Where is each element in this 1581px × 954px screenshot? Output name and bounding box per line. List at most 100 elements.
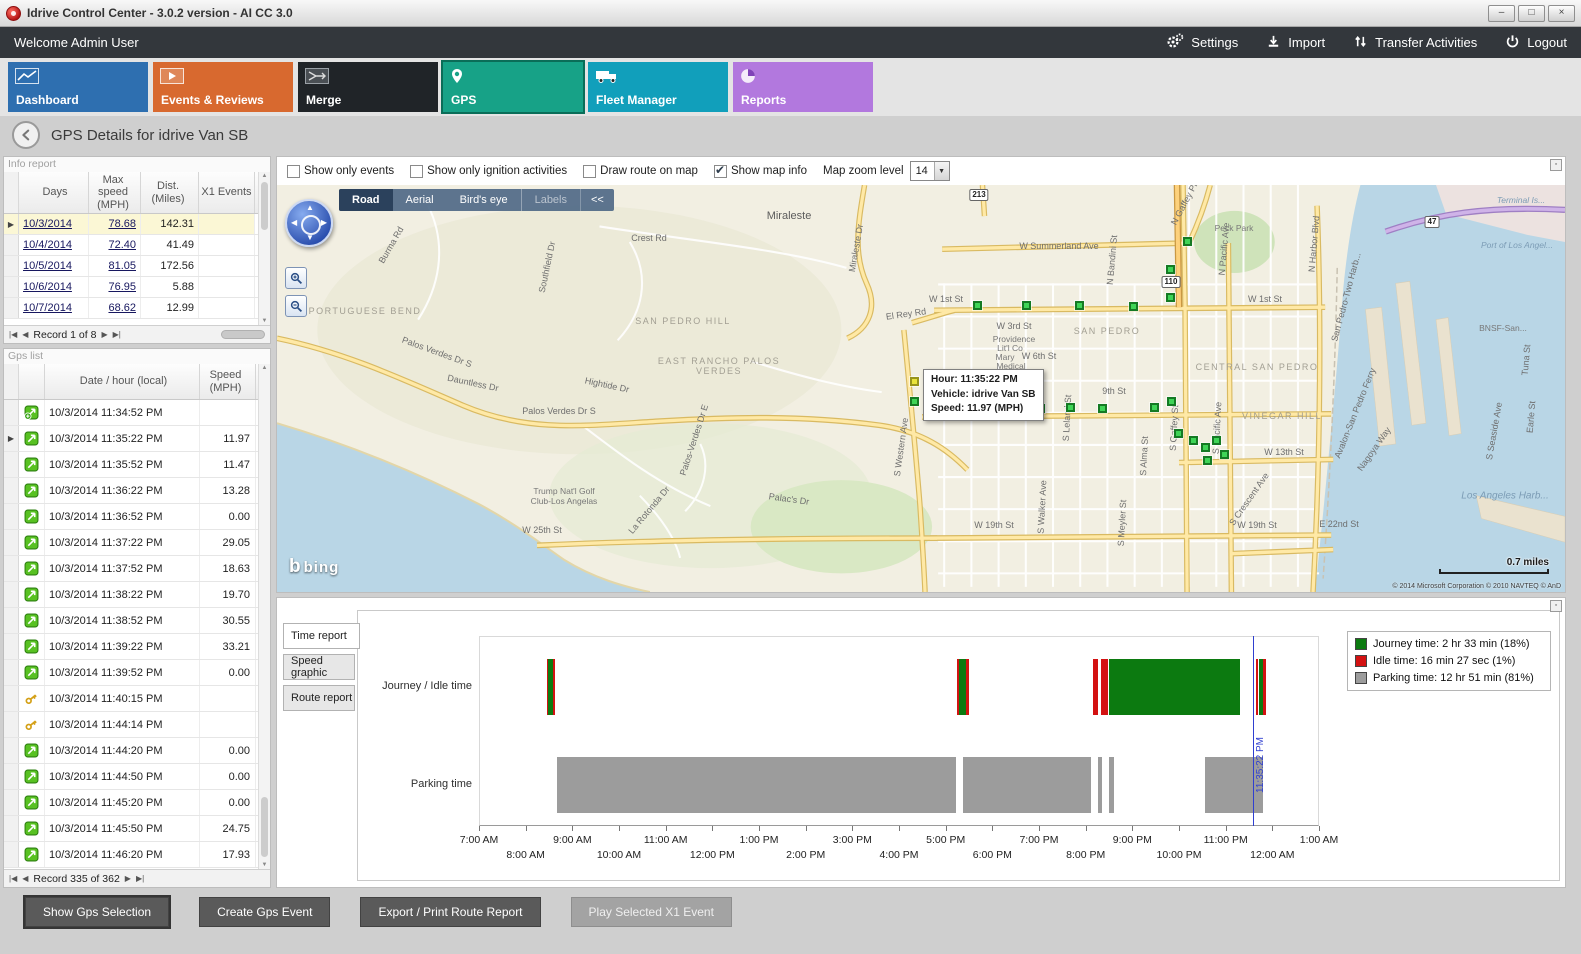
info-report-row[interactable]: 10/6/2014 76.95 5.88: [4, 277, 270, 298]
minimize-button[interactable]: –: [1488, 4, 1515, 22]
create-gps-event-button[interactable]: Create Gps Event: [199, 897, 331, 927]
checkbox-show-only-ignition[interactable]: Show only ignition activities: [410, 164, 567, 178]
prev-record-button[interactable]: ◀: [22, 874, 29, 883]
max-speed-link[interactable]: 72.40: [108, 239, 136, 251]
back-button[interactable]: [12, 121, 40, 149]
checkbox-show-only-events[interactable]: Show only events: [287, 164, 394, 178]
transfer-activities-button[interactable]: Transfer Activities: [1353, 34, 1477, 52]
map-marker[interactable]: [1150, 403, 1159, 412]
gps-list-row[interactable]: 10/3/2014 11:34:52 PM: [4, 400, 270, 426]
gps-list-scrollbar[interactable]: ▲ ▼: [258, 364, 270, 869]
map-marker[interactable]: [1189, 436, 1198, 445]
day-link[interactable]: 10/4/2014: [23, 239, 72, 251]
last-record-button[interactable]: ▶|: [135, 874, 145, 883]
tab-speed-graphic[interactable]: Speed graphic: [283, 654, 355, 680]
map-style-road[interactable]: Road: [339, 189, 393, 211]
gps-list-row[interactable]: 10/3/2014 11:39:22 PM 33.21: [4, 634, 270, 660]
map-style-birdseye[interactable]: Bird's eye: [459, 194, 508, 206]
map-marker[interactable]: [1201, 443, 1210, 452]
gps-list-row[interactable]: 10/3/2014 11:38:22 PM 19.70: [4, 582, 270, 608]
map-marker[interactable]: [1220, 450, 1229, 459]
gps-list-row[interactable]: 10/3/2014 11:44:50 PM 0.00: [4, 764, 270, 790]
map-marker[interactable]: [1183, 237, 1192, 246]
map-marker[interactable]: [1212, 436, 1221, 445]
max-speed-link[interactable]: 68.62: [108, 302, 136, 314]
collapse-panel-button[interactable]: ▫: [1550, 159, 1562, 171]
map-marker[interactable]: [1022, 301, 1031, 310]
gps-list-row[interactable]: 10/3/2014 11:39:52 PM 0.00: [4, 660, 270, 686]
logout-button[interactable]: Logout: [1505, 34, 1567, 52]
map-marker[interactable]: [1174, 429, 1183, 438]
map-compass-control[interactable]: ▲ ▼ ◀ ▶: [285, 199, 333, 247]
col-dist[interactable]: Dist. (Miles): [141, 172, 199, 213]
gps-list-row[interactable]: ▶ 10/3/2014 11:35:22 PM 11.97: [4, 426, 270, 452]
gps-list-row[interactable]: 10/3/2014 11:45:20 PM 0.00: [4, 790, 270, 816]
tab-dashboard[interactable]: Dashboard: [8, 62, 148, 112]
gps-list-row[interactable]: 10/3/2014 11:37:52 PM 18.63: [4, 556, 270, 582]
max-speed-link[interactable]: 81.05: [108, 260, 136, 272]
gps-list-row[interactable]: 10/3/2014 11:36:22 PM 13.28: [4, 478, 270, 504]
map-marker[interactable]: [1066, 403, 1075, 412]
day-link[interactable]: 10/5/2014: [23, 260, 72, 272]
collapse-panel-button[interactable]: ▫: [1550, 600, 1562, 612]
tab-route-report[interactable]: Route report: [283, 685, 355, 711]
show-gps-selection-button[interactable]: Show Gps Selection: [25, 897, 170, 927]
map-style-labels[interactable]: Labels: [520, 189, 580, 211]
info-report-row[interactable]: ▶ 10/3/2014 78.68 142.31: [4, 214, 270, 235]
gps-list-row[interactable]: 10/3/2014 11:46:20 PM 17.93: [4, 842, 270, 868]
gps-list-row[interactable]: 10/3/2014 11:44:20 PM 0.00: [4, 738, 270, 764]
gps-list-row[interactable]: 10/3/2014 11:37:22 PM 29.05: [4, 530, 270, 556]
gps-list-row[interactable]: 10/3/2014 11:35:52 PM 11.47: [4, 452, 270, 478]
map-marker-selected[interactable]: [910, 377, 919, 386]
col-max-speed[interactable]: Max speed (MPH): [89, 172, 141, 213]
info-report-row[interactable]: 10/5/2014 81.05 172.56: [4, 256, 270, 277]
map-marker[interactable]: [1098, 404, 1107, 413]
checkbox-show-map-info[interactable]: Show map info: [713, 163, 807, 178]
gps-list-row[interactable]: 10/3/2014 11:40:15 PM: [4, 686, 270, 712]
tab-reports[interactable]: Reports: [733, 62, 873, 112]
map-marker[interactable]: [1167, 397, 1176, 406]
col-x1-events[interactable]: X1 Events: [199, 172, 255, 213]
map-marker[interactable]: [1075, 301, 1084, 310]
map-zoom-out-button[interactable]: [285, 295, 307, 317]
map-marker[interactable]: [1129, 302, 1138, 311]
map-zoom-level-select[interactable]: 14 ▼: [909, 161, 950, 181]
map-marker[interactable]: [910, 397, 919, 406]
tab-fleet-manager[interactable]: Fleet Manager: [588, 62, 728, 112]
map-tabs-collapse-button[interactable]: <<: [580, 189, 614, 211]
gps-list-row[interactable]: 10/3/2014 11:38:52 PM 30.55: [4, 608, 270, 634]
last-record-button[interactable]: ▶|: [112, 330, 121, 339]
info-report-scrollbar[interactable]: ▲ ▼: [258, 172, 270, 325]
export-print-route-report-button[interactable]: Export / Print Route Report: [360, 897, 541, 927]
map-style-aerial[interactable]: Aerial: [405, 194, 434, 206]
tab-gps[interactable]: GPS: [441, 60, 585, 114]
map-marker[interactable]: [973, 301, 982, 310]
next-record-button[interactable]: ▶: [124, 874, 131, 883]
tab-events-reviews[interactable]: Events & Reviews: [153, 62, 293, 112]
day-link[interactable]: 10/6/2014: [23, 281, 72, 293]
info-report-row[interactable]: 10/4/2014 72.40 41.49: [4, 235, 270, 256]
max-speed-link[interactable]: 78.68: [108, 218, 136, 230]
map-canvas[interactable]: Miraleste Peck Park W Summerland Ave Crest …: [277, 185, 1565, 592]
gps-list-row[interactable]: 10/3/2014 11:45:50 PM 24.75: [4, 816, 270, 842]
max-speed-link[interactable]: 76.95: [108, 281, 136, 293]
gps-list-row[interactable]: 10/3/2014 11:36:52 PM 0.00: [4, 504, 270, 530]
map-marker[interactable]: [1166, 265, 1175, 274]
tab-time-report[interactable]: Time report: [283, 623, 360, 649]
map-zoom-in-button[interactable]: [285, 267, 307, 289]
map-marker[interactable]: [1203, 456, 1212, 465]
col-speed[interactable]: Speed (MPH): [200, 364, 256, 399]
day-link[interactable]: 10/3/2014: [23, 218, 72, 230]
map-marker[interactable]: [1166, 293, 1175, 302]
tab-merge[interactable]: Merge: [298, 62, 438, 112]
col-date-hour[interactable]: Date / hour (local): [45, 364, 200, 399]
maximize-button[interactable]: □: [1518, 4, 1545, 22]
prev-record-button[interactable]: ◀: [22, 330, 29, 339]
first-record-button[interactable]: |◀: [9, 874, 18, 883]
col-days[interactable]: Days: [19, 172, 89, 213]
next-record-button[interactable]: ▶: [101, 330, 108, 339]
gps-list-row[interactable]: 10/3/2014 11:44:14 PM: [4, 712, 270, 738]
info-hscroll-thumb[interactable]: [221, 330, 265, 339]
close-button[interactable]: ×: [1548, 4, 1575, 22]
day-link[interactable]: 10/7/2014: [23, 302, 72, 314]
